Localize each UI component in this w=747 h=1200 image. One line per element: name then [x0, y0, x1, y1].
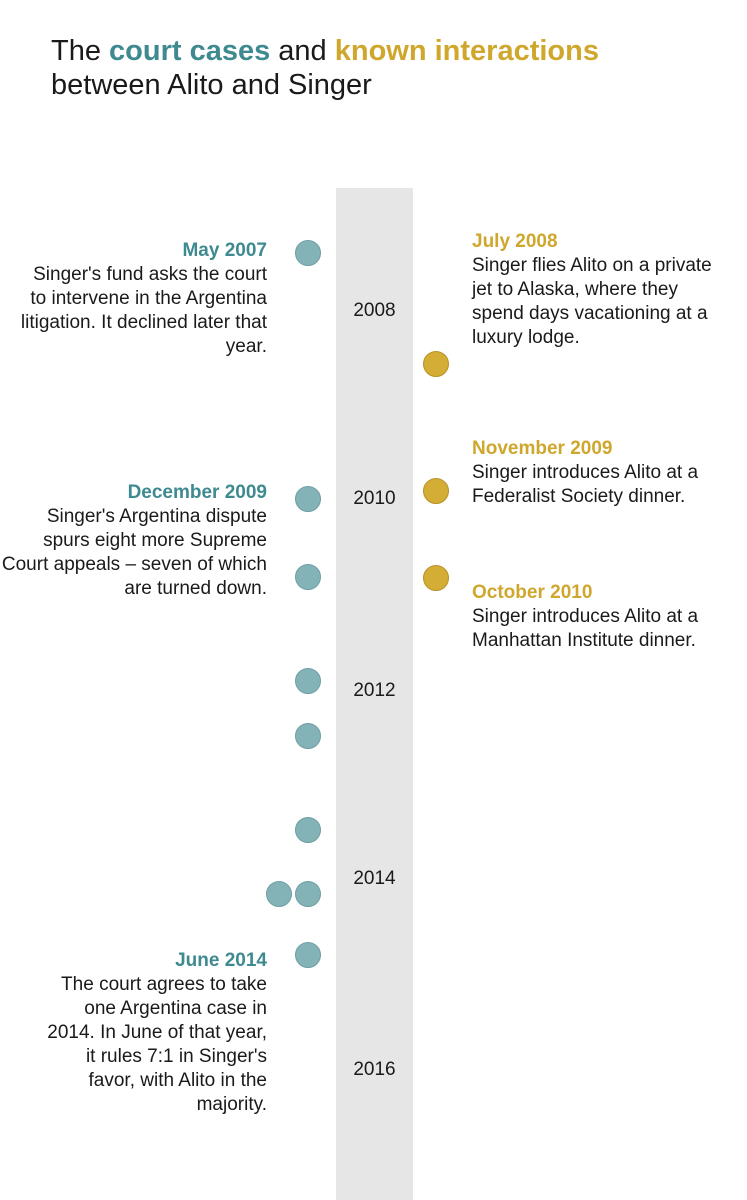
title-subline: between Alito and Singer	[51, 69, 372, 101]
note-text: Singer introduces Alito at a Manhattan I…	[472, 606, 699, 651]
timeline-track	[336, 188, 413, 1200]
note-date: October 2010	[472, 582, 593, 603]
court-case-dot	[295, 564, 321, 590]
interaction-note-november-2009: November 2009 Singer introduces Alito at…	[472, 437, 712, 509]
page-title: The court cases and known interactions be…	[51, 34, 599, 102]
interaction-dot	[423, 351, 449, 377]
note-date: May 2007	[182, 240, 267, 261]
court-case-dot	[295, 668, 321, 694]
court-case-dot	[295, 942, 321, 968]
year-label-2012: 2012	[353, 680, 396, 701]
note-date: December 2009	[127, 482, 267, 503]
title-and: and	[270, 35, 335, 67]
court-case-dot	[295, 486, 321, 512]
note-date: November 2009	[472, 438, 613, 459]
court-case-note-may-2007: May 2007 Singer's fund asks the court to…	[17, 239, 267, 359]
court-case-note-june-2014: June 2014 The court agrees to take one A…	[37, 949, 267, 1117]
note-text: Singer's fund asks the court to interven…	[20, 264, 267, 357]
title-known-interactions: known interactions	[334, 35, 599, 67]
court-case-note-december-2009: December 2009 Singer's Argentina dispute…	[1, 481, 267, 601]
interaction-note-october-2010: October 2010 Singer introduces Alito at …	[472, 581, 734, 653]
interaction-dot	[423, 478, 449, 504]
interaction-dot	[423, 565, 449, 591]
note-text: Singer flies Alito on a private jet to A…	[472, 255, 712, 348]
interaction-note-july-2008: July 2008 Singer flies Alito on a privat…	[472, 230, 722, 350]
note-text: The court agrees to take one Argentina c…	[47, 974, 267, 1115]
year-label-2016: 2016	[353, 1059, 396, 1080]
court-case-dot	[266, 881, 292, 907]
year-label-2010: 2010	[353, 488, 396, 509]
year-label-2008: 2008	[353, 300, 396, 321]
title-lead: The	[51, 35, 110, 67]
year-label-2014: 2014	[353, 868, 396, 889]
court-case-dot	[295, 881, 321, 907]
note-date: July 2008	[472, 231, 558, 252]
note-text: Singer's Argentina dispute spurs eight m…	[1, 506, 267, 599]
court-case-dot	[295, 723, 321, 749]
title-court-cases: court cases	[109, 35, 271, 67]
court-case-dot	[295, 240, 321, 266]
note-text: Singer introduces Alito at a Federalist …	[472, 462, 699, 507]
note-date: June 2014	[175, 950, 267, 971]
court-case-dot	[295, 817, 321, 843]
